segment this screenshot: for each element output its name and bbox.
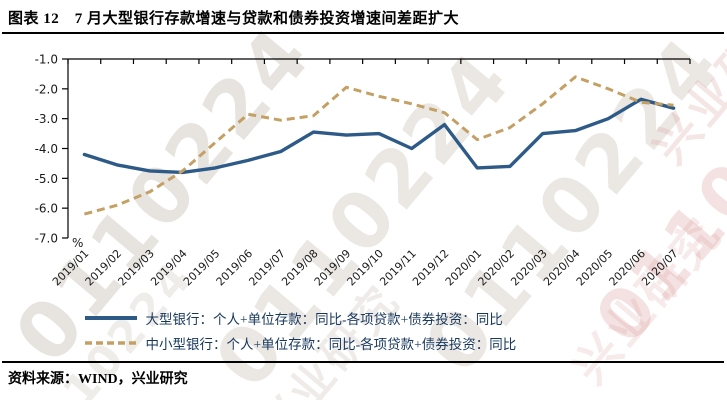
legend-swatch-solid-line bbox=[84, 316, 137, 320]
svg-text:-3.0: -3.0 bbox=[35, 112, 58, 126]
legend-swatch-dashed-line bbox=[84, 341, 137, 345]
svg-text:-6.0: -6.0 bbox=[35, 202, 58, 216]
svg-text:-5.0: -5.0 bbox=[35, 172, 58, 186]
svg-text:-2.0: -2.0 bbox=[35, 82, 58, 96]
svg-text:-4.0: -4.0 bbox=[35, 142, 58, 156]
legend-item-small-medium-banks: 中小型银行：个人+单位存款：同比-各项贷款+债券投资：同比 bbox=[84, 333, 644, 353]
title-divider bbox=[2, 32, 724, 34]
svg-text:2020/07: 2020/07 bbox=[639, 247, 681, 289]
figure-title: 图表 12 7 月大型银行存款增速与贷款和债券投资增速间差距扩大 bbox=[8, 11, 460, 27]
svg-text:-7.0: -7.0 bbox=[35, 232, 58, 246]
chart-legend: 大型银行：个人+单位存款：同比-各项贷款+债券投资：同比 中小型银行：个人+单位… bbox=[0, 308, 727, 353]
footer-divider bbox=[2, 361, 724, 363]
svg-text:-1.0: -1.0 bbox=[35, 53, 58, 67]
legend-item-large-banks: 大型银行：个人+单位存款：同比-各项贷款+债券投资：同比 bbox=[84, 308, 644, 328]
legend-label-large-banks: 大型银行：个人+单位存款：同比-各项贷款+债券投资：同比 bbox=[145, 312, 503, 327]
line-chart: -1.0-2.0-3.0-4.0-5.0-6.0-7.0 %2019/012019… bbox=[35, 53, 691, 289]
svg-text:%: % bbox=[72, 236, 83, 250]
source-note: 资料来源：WIND，兴业研究 bbox=[8, 372, 188, 387]
legend-label-small-medium-banks: 中小型银行：个人+单位存款：同比-各项贷款+债券投资：同比 bbox=[145, 337, 517, 352]
